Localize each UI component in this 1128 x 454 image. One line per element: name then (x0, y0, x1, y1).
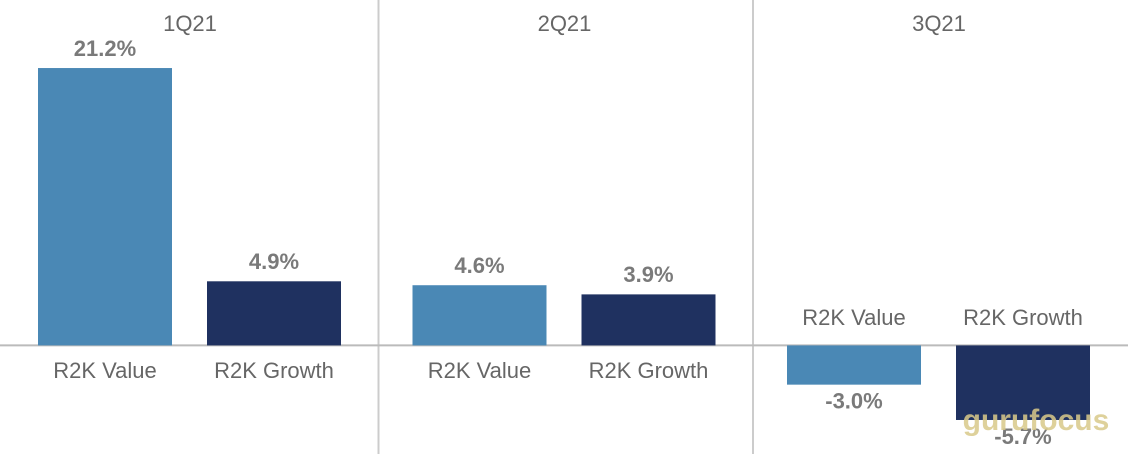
bar (956, 345, 1090, 420)
quarter-label: 3Q21 (912, 11, 966, 36)
value-label: -5.7% (994, 424, 1051, 449)
series-label: R2K Growth (963, 305, 1083, 330)
value-label: 4.9% (249, 249, 299, 274)
bar (581, 294, 716, 346)
value-label: -3.0% (825, 388, 882, 413)
series-label: R2K Growth (214, 358, 334, 383)
series-label: R2K Value (802, 305, 906, 330)
series-label: R2K Value (53, 358, 157, 383)
series-label: R2K Growth (589, 358, 709, 383)
bar (207, 281, 341, 346)
value-label: 21.2% (74, 36, 136, 61)
bar (412, 285, 547, 346)
watermark: gurufocus (963, 404, 1110, 437)
quarter-label: 1Q21 (163, 11, 217, 36)
quarter-label: 2Q21 (538, 11, 592, 36)
series-label: R2K Value (428, 358, 532, 383)
value-label: 4.6% (454, 253, 504, 278)
bar (787, 345, 921, 385)
bar (38, 68, 172, 346)
value-label: 3.9% (623, 262, 673, 287)
